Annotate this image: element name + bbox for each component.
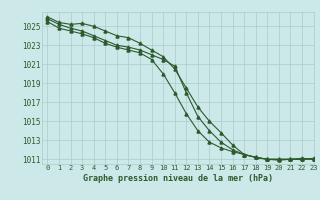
X-axis label: Graphe pression niveau de la mer (hPa): Graphe pression niveau de la mer (hPa) — [83, 174, 273, 183]
